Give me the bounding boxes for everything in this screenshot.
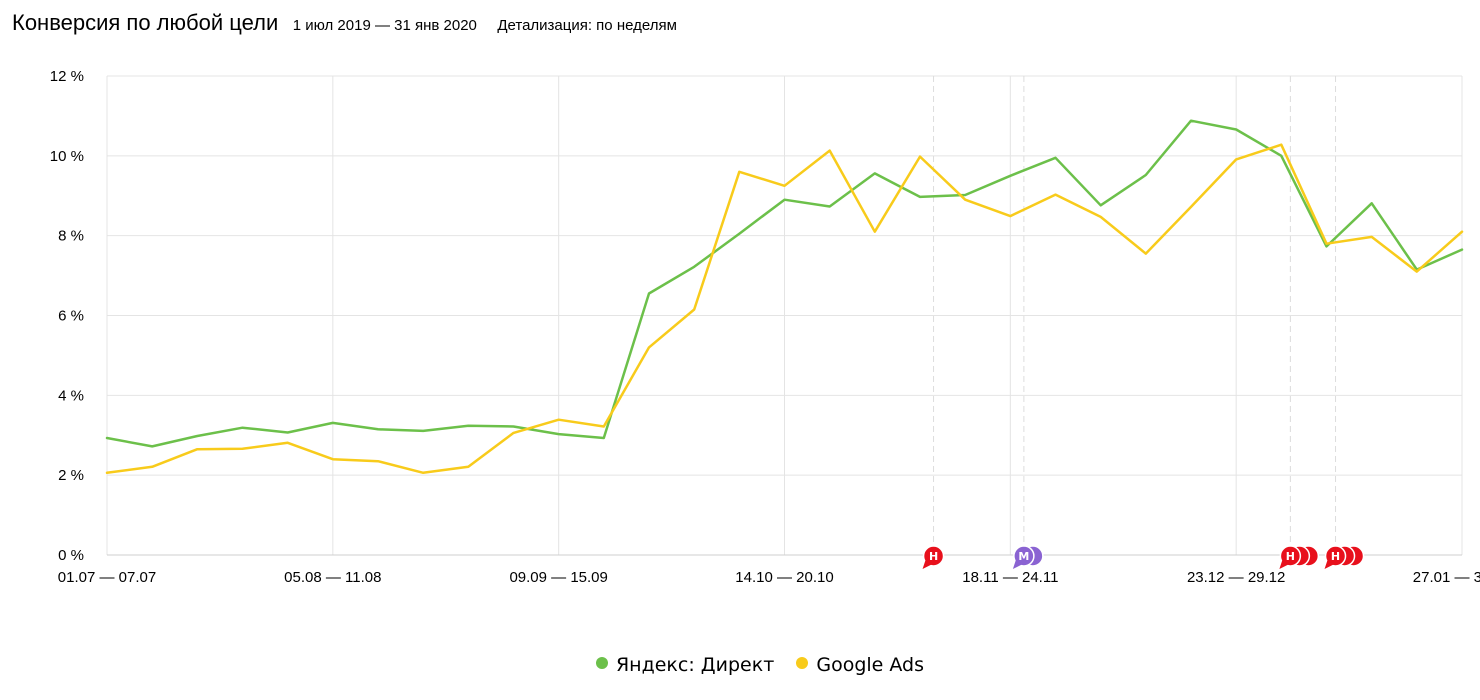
x-tick-label: 09.09 — 15.09 [509,569,607,586]
annotation-label: М [1018,550,1029,563]
annotation-label: Н [1286,550,1295,563]
chart-header: Конверсия по любой цели 1 июл 2019 — 31 … [12,10,677,36]
annotation-pointer-icon [1279,560,1290,569]
annotation-pointer-icon [922,560,933,569]
annotation-marker-icon[interactable] [1279,545,1302,567]
annotation-pointer-icon [1012,560,1023,569]
x-tick-label: 05.08 — 11.08 [284,569,381,586]
detail-selector[interactable]: Детализация: по неделям [497,17,677,34]
annotation-marker-icon[interactable] [922,545,945,567]
legend-dot-yellow-icon [796,657,809,669]
annotation-label: Н [929,550,938,563]
y-tick-label: 12 % [50,68,84,85]
y-tick-label: 10 % [50,148,84,165]
x-tick-label: 01.07 — 07.07 [58,569,156,586]
x-tick-label: 23.12 — 29.12 [1187,569,1285,586]
legend: Яндекс: Директ Google Ads [0,654,1480,676]
chart-title: Конверсия по любой цели [12,10,279,35]
annotation-label: Н [1331,550,1340,563]
legend-dot-green-icon [595,657,608,669]
series-line-google-ads[interactable] [105,143,1464,475]
y-tick-label: 0 % [58,547,84,564]
legend-item-yandex[interactable]: Яндекс: Директ [595,654,775,676]
x-tick-label: 14.10 — 20.10 [735,569,833,586]
legend-label: Яндекс: Директ [615,654,775,676]
legend-label: Google Ads [816,654,925,676]
y-tick-label: 2 % [58,467,84,484]
y-tick-label: 6 % [58,308,84,325]
annotation-marker-icon[interactable] [1324,545,1347,567]
annotation-marker-icon[interactable] [1013,545,1035,567]
line-chart: 0 % 2 % 4 % 6 % 8 % 10 % 12 % 01.07 — 07.07 05.0… [50,68,1480,586]
legend-item-google[interactable]: Google Ads [796,654,924,676]
series-line-yandex-direct[interactable] [105,119,1464,448]
annotation-pointer-icon [1324,560,1335,569]
y-tick-label: 8 % [58,228,84,245]
x-tick-label: 27.01 — 31.01 [1413,569,1480,586]
y-tick-label: 4 % [58,387,84,404]
x-tick-label: 18.11 — 24.11 [962,569,1058,586]
period-range[interactable]: 1 июл 2019 — 31 янв 2020 [292,17,477,34]
